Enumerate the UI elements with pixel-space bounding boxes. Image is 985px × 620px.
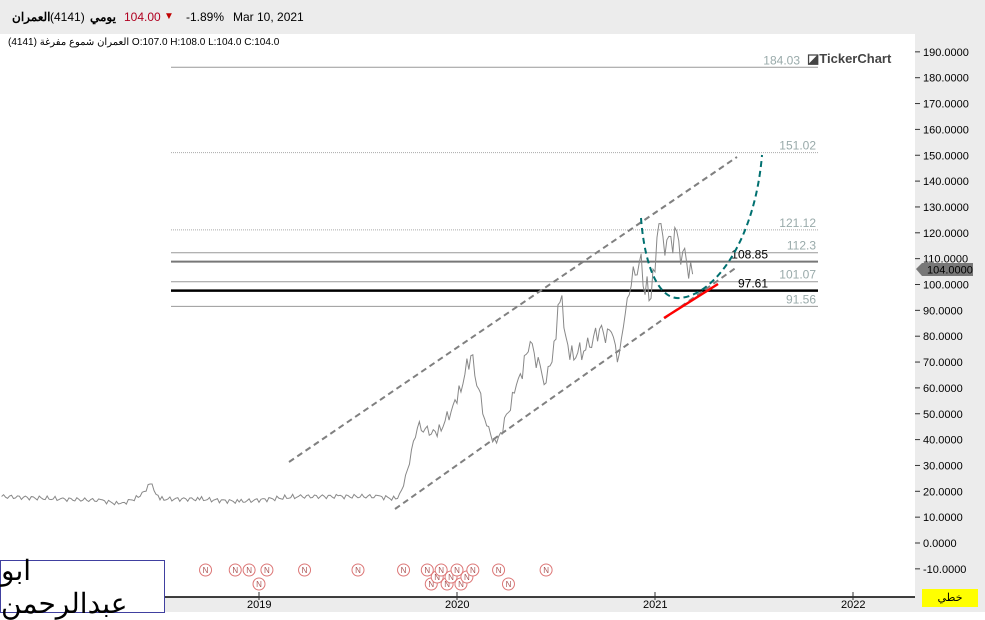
news-marker [397,563,411,577]
news-marker-label: N [543,566,549,575]
news-marker [252,577,266,591]
news-marker-label: N [424,566,430,575]
news-marker [501,577,515,591]
y-tick-label: 130.0000 [923,202,969,214]
symbol-name: العمران [12,10,51,24]
x-tick-label: 2020 [445,599,469,611]
down-arrow-icon: ▼ [164,11,174,22]
last-price-tag [916,263,973,276]
scale-mode-button[interactable]: خطي [922,589,978,607]
news-marker-label: N [454,566,460,575]
x-tick-label: 2019 [247,599,271,611]
news-marker-label: N [232,566,238,575]
y-tick-label: 150.0000 [923,150,969,162]
level-label: 97.61 [738,277,768,291]
news-marker [242,563,256,577]
projection-curve [640,154,763,300]
signature-box: ابو عبدالرحمن [0,555,165,619]
ohlc-readout: العمران شموع مفرغة (4141) O:107.0 H:108.… [8,37,280,48]
news-marker [228,563,242,577]
time-axis[interactable] [0,597,915,612]
news-marker [351,563,365,577]
y-tick-label: 70.0000 [923,357,963,369]
y-tick-label: 0.0000 [923,538,957,550]
news-marker-label: N [401,566,407,575]
news-marker-label: N [444,580,450,589]
news-marker-label: N [470,566,476,575]
news-marker [199,563,213,577]
news-marker [450,563,464,577]
level-label: 101.07 [779,268,816,282]
news-marker [298,563,312,577]
symbol-code: (4141) [50,10,85,24]
y-tick-label: 20.0000 [923,486,963,498]
trend-line [663,282,719,320]
news-marker-label: N [246,566,252,575]
news-marker-label: N [434,573,440,582]
news-marker [434,563,448,577]
y-tick-label: 180.0000 [923,73,969,85]
news-marker-label: N [506,580,512,589]
news-marker-label: N [448,573,454,582]
news-marker [492,563,506,577]
level-label: 151.02 [779,139,816,153]
level-label: 121.12 [779,216,816,230]
level-label: 184.03 [763,53,800,67]
period[interactable]: يومي [90,10,116,24]
level-label: 108.85 [731,248,768,262]
y-tick-label: 190.0000 [923,47,969,59]
price-axis[interactable] [915,34,985,612]
x-tick-label: 2021 [643,599,667,611]
tickerchart-logo: ◪TickerChart [807,51,892,66]
news-marker-label: N [256,580,262,589]
news-marker-label: N [302,566,308,575]
date: Mar 10, 2021 [233,10,304,24]
news-marker-label: N [264,566,270,575]
news-marker [466,563,480,577]
news-marker-label: N [496,566,502,575]
y-tick-label: 110.0000 [923,254,968,266]
level-label: 112.3 [787,239,816,253]
y-tick-label: 30.0000 [923,460,963,472]
news-marker-label: N [438,566,444,575]
last-price: 104.00 [124,10,161,24]
news-marker-label: N [464,573,470,582]
news-marker-label: N [203,566,209,575]
y-tick-label: 100.0000 [923,280,969,292]
news-marker [420,563,434,577]
level-label: 91.56 [786,292,816,306]
y-tick-label: 60.0000 [923,383,963,395]
y-tick-label: 120.0000 [923,228,969,240]
symbol-header: العمران (4141) يومي 104.00 ▼ -1.89% Mar … [0,0,985,34]
news-marker [260,563,274,577]
logo-icon: ◪ [807,51,820,66]
channel-upper-line [288,156,738,463]
change-percent: -1.89% [186,10,225,24]
y-tick-label: 50.0000 [923,409,963,421]
y-tick-label: 160.0000 [923,124,969,136]
y-tick-label: 80.0000 [923,331,963,343]
y-tick-label: -10.0000 [923,564,966,576]
y-tick-label: 170.0000 [923,99,969,111]
last-price-label: 104.0000 [927,265,973,277]
news-marker-label: N [428,580,434,589]
price-line [1,222,694,506]
y-tick-label: 140.0000 [923,176,969,188]
news-marker-label: N [458,580,464,589]
news-marker-label: N [355,566,361,575]
news-marker [539,563,553,577]
y-tick-label: 10.0000 [923,512,963,524]
y-tick-label: 40.0000 [923,435,963,447]
x-tick-label: 2022 [841,599,865,611]
y-tick-label: 90.0000 [923,305,963,317]
